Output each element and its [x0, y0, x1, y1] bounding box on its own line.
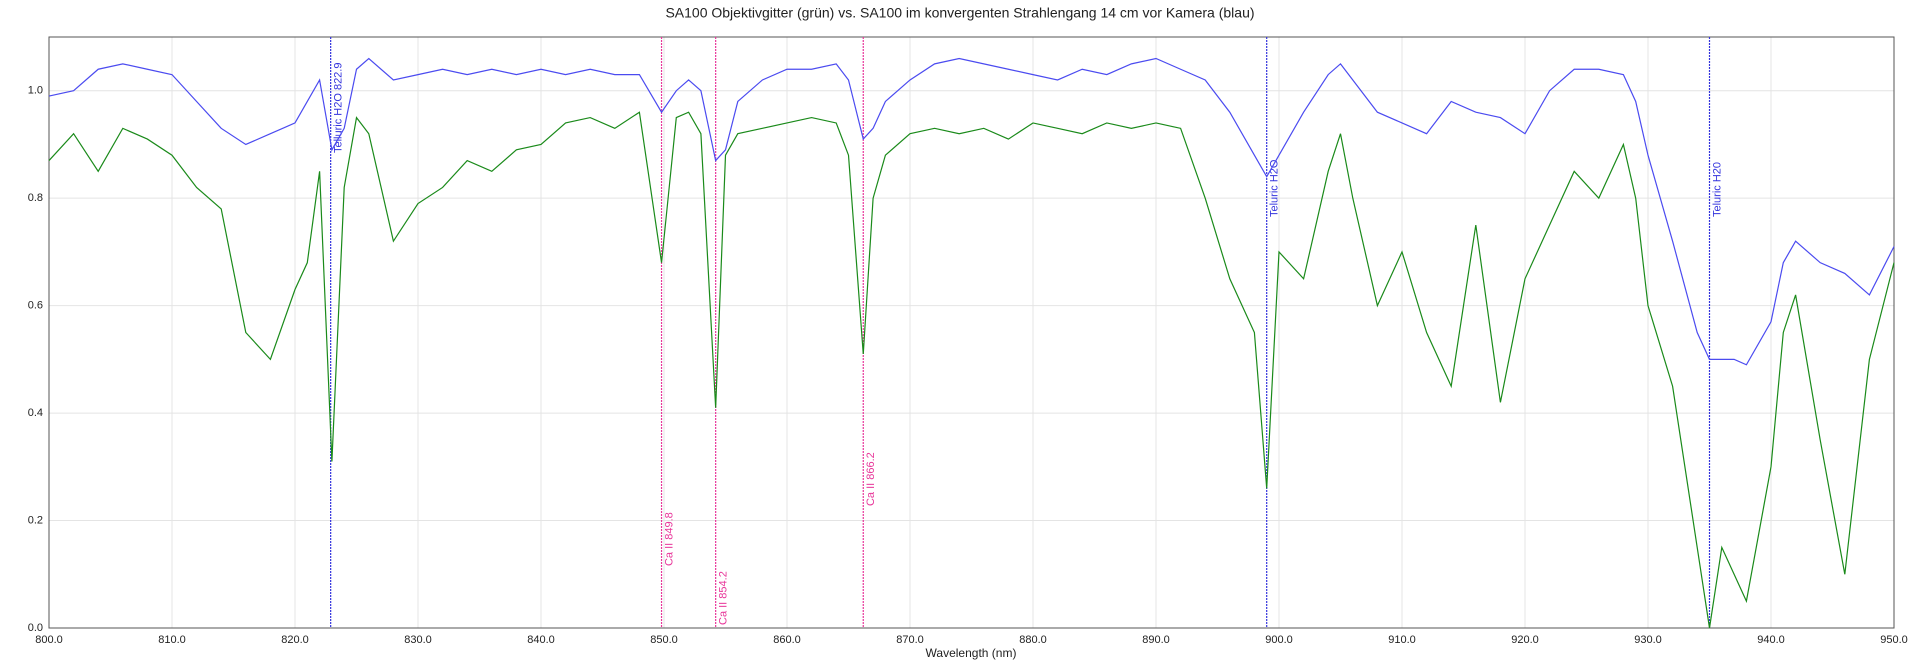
x-tick-label: 850.0 — [650, 634, 678, 646]
y-tick-label: 0.8 — [28, 192, 43, 204]
marker-label: Ca II 866.2 — [865, 452, 877, 506]
x-tick-label: 920.0 — [1511, 634, 1539, 646]
y-tick-label: 1.0 — [28, 85, 43, 97]
spectrum-line — [48, 57, 1895, 366]
y-tick-label: 0.6 — [28, 300, 43, 312]
marker-label: Ca II 854.2 — [718, 571, 730, 625]
plot-frame — [48, 36, 1895, 629]
x-tick-label: 910.0 — [1388, 634, 1416, 646]
x-tick-label: 860.0 — [773, 634, 801, 646]
x-tick-label: 820.0 — [281, 634, 309, 646]
chart-title: SA100 Objektivgitter (grün) vs. SA100 im… — [665, 5, 1254, 21]
x-tick-label: 900.0 — [1265, 634, 1293, 646]
marker-label: Teluric H20 — [1711, 162, 1723, 217]
x-tick-label: 800.0 — [35, 634, 63, 646]
y-tick-label: 0.4 — [28, 407, 43, 419]
marker-label: Teluric H2O — [1269, 159, 1281, 217]
y-tick-label: 0.2 — [28, 514, 43, 526]
x-tick-label: 870.0 — [896, 634, 924, 646]
x-tick-label: 880.0 — [1019, 634, 1047, 646]
x-tick-label: 930.0 — [1634, 634, 1662, 646]
marker-label: Telluric H2O 822.9 — [333, 63, 345, 154]
x-tick-label: 950.0 — [1880, 634, 1908, 646]
y-tick-label: 0.0 — [28, 622, 43, 634]
spectrum-line — [48, 111, 1895, 629]
x-tick-label: 940.0 — [1757, 634, 1785, 646]
x-tick-label: 830.0 — [404, 634, 432, 646]
x-tick-label: 890.0 — [1142, 634, 1170, 646]
x-axis-label: Wavelength (nm) — [926, 646, 1017, 660]
marker-label: Ca II 849.8 — [663, 512, 675, 566]
x-tick-label: 810.0 — [158, 634, 186, 646]
x-tick-label: 840.0 — [527, 634, 555, 646]
